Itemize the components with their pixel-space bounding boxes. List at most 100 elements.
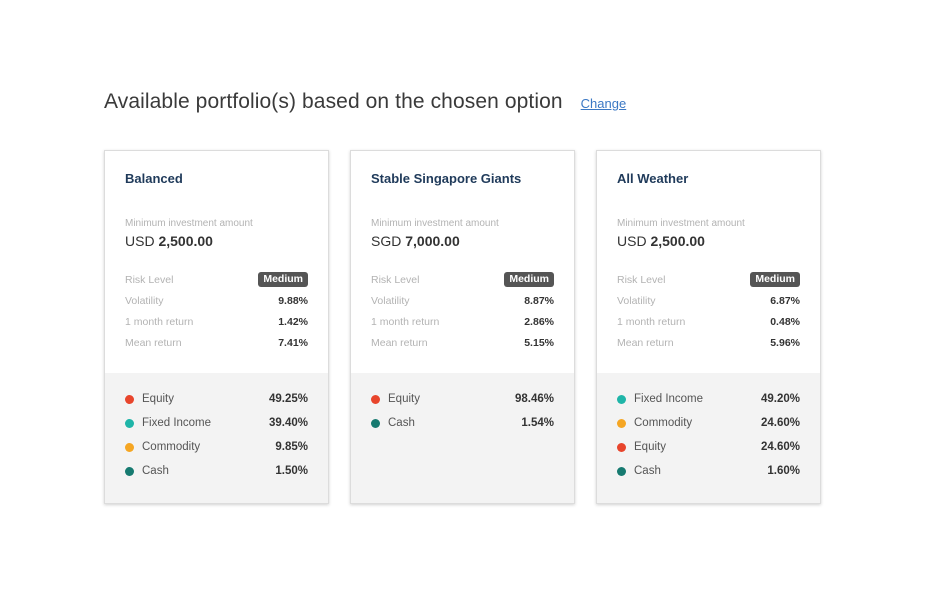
allocation-row: Cash 1.50% [125,459,308,483]
risk-badge: Medium [750,272,800,287]
stats-list: Risk Level Medium Volatility 6.87% 1 mon… [617,269,800,353]
allocation-row: Commodity 24.60% [617,411,800,435]
stat-mean-return: Mean return 7.41% [125,332,308,353]
change-link[interactable]: Change [580,96,627,111]
allocation-label: Commodity [142,441,201,453]
min-investment-label: Minimum investment amount [125,218,253,229]
allocation-label: Fixed Income [634,393,704,405]
stat-risk-level: Risk Level Medium [371,269,554,290]
stat-value: 5.96% [770,336,800,349]
stat-value: 8.87% [524,294,554,307]
card-summary: Balanced Minimum investment amount USD 2… [105,151,328,373]
allocation-label: Equity [634,441,666,453]
stat-value: 6.87% [770,294,800,307]
allocation-label: Cash [142,465,169,477]
allocation-list: Equity 98.46% Cash 1.54% [351,373,574,503]
stat-label: Mean return [371,336,428,349]
stat-volatility: Volatility 9.88% [125,290,308,311]
portfolio-card-all-weather[interactable]: All Weather Minimum investment amount US… [596,150,821,504]
allocation-label: Equity [142,393,174,405]
allocation-row: Equity 49.25% [125,387,308,411]
portfolio-name: All Weather [617,171,689,186]
allocation-value: 1.50% [275,465,308,477]
allocation-value: 98.46% [514,393,554,405]
stat-one-month-return: 1 month return 1.42% [125,311,308,332]
stat-mean-return: Mean return 5.15% [371,332,554,353]
risk-badge: Medium [504,272,554,287]
portfolio-cards: Balanced Minimum investment amount USD 2… [104,150,821,504]
min-investment-label: Minimum investment amount [371,218,499,229]
allocation-value: 24.60% [760,417,800,429]
allocation-value: 1.54% [521,417,554,429]
cash-dot-icon [125,466,134,476]
equity-dot-icon [371,394,380,404]
min-investment-amount: SGD 7,000.00 [371,233,554,249]
stats-list: Risk Level Medium Volatility 8.87% 1 mon… [371,269,554,353]
amount-value: 2,500.00 [158,233,213,249]
currency-code: SGD [371,233,402,249]
stat-value: 2.86% [524,315,554,328]
card-summary: All Weather Minimum investment amount US… [597,151,820,373]
portfolio-card-balanced[interactable]: Balanced Minimum investment amount USD 2… [104,150,329,504]
page-header: Available portfolio(s) based on the chos… [104,90,626,114]
allocation-row: Cash 1.60% [617,459,800,483]
stat-mean-return: Mean return 5.96% [617,332,800,353]
stat-value: 7.41% [278,336,308,349]
allocation-value: 39.40% [268,417,308,429]
amount-value: 7,000.00 [405,233,460,249]
allocation-label: Fixed Income [142,417,212,429]
stat-risk-level: Risk Level Medium [125,269,308,290]
cash-dot-icon [371,418,380,428]
stat-one-month-return: 1 month return 0.48% [617,311,800,332]
allocation-label: Cash [388,417,415,429]
allocation-row: Fixed Income 39.40% [125,411,308,435]
stat-risk-level: Risk Level Medium [617,269,800,290]
card-summary: Stable Singapore Giants Minimum investme… [351,151,574,373]
equity-dot-icon [125,394,134,404]
stat-value: 9.88% [278,294,308,307]
stat-label: Mean return [617,336,674,349]
fixed-income-dot-icon [617,394,626,404]
currency-code: USD [125,233,155,249]
stat-one-month-return: 1 month return 2.86% [371,311,554,332]
fixed-income-dot-icon [125,418,134,428]
min-investment-amount: USD 2,500.00 [125,233,308,249]
currency-code: USD [617,233,647,249]
allocation-label: Commodity [634,417,693,429]
stat-label: Volatility [125,294,164,307]
allocation-row: Cash 1.54% [371,411,554,435]
portfolio-card-stable-singapore-giants[interactable]: Stable Singapore Giants Minimum investme… [350,150,575,504]
stat-volatility: Volatility 8.87% [371,290,554,311]
allocation-list: Fixed Income 49.20% Commodity 24.60% Equ… [597,373,820,503]
amount-value: 2,500.00 [650,233,705,249]
stat-label: Volatility [617,294,656,307]
stat-volatility: Volatility 6.87% [617,290,800,311]
allocation-value: 24.60% [760,441,800,453]
allocation-value: 9.85% [275,441,308,453]
allocation-value: 49.25% [268,393,308,405]
portfolio-name: Stable Singapore Giants [371,171,522,186]
min-investment-label: Minimum investment amount [617,218,745,229]
allocation-row: Equity 24.60% [617,435,800,459]
stat-value: 5.15% [524,336,554,349]
min-investment-amount: USD 2,500.00 [617,233,800,249]
allocation-label: Equity [388,393,420,405]
stat-label: 1 month return [371,315,440,328]
stat-label: Risk Level [125,273,174,286]
allocation-value: 1.60% [767,465,800,477]
stat-value: 0.48% [770,315,800,328]
stat-label: Risk Level [371,273,420,286]
page-title: Available portfolio(s) based on the chos… [104,90,563,113]
stat-label: Risk Level [617,273,666,286]
allocation-value: 49.20% [760,393,800,405]
stats-list: Risk Level Medium Volatility 9.88% 1 mon… [125,269,308,353]
allocation-row: Fixed Income 49.20% [617,387,800,411]
commodity-dot-icon [617,418,626,428]
stat-label: Volatility [371,294,410,307]
stat-label: 1 month return [125,315,194,328]
allocation-row: Commodity 9.85% [125,435,308,459]
stat-label: 1 month return [617,315,686,328]
stat-value: 1.42% [278,315,308,328]
portfolio-name: Balanced [125,171,183,186]
risk-badge: Medium [258,272,308,287]
